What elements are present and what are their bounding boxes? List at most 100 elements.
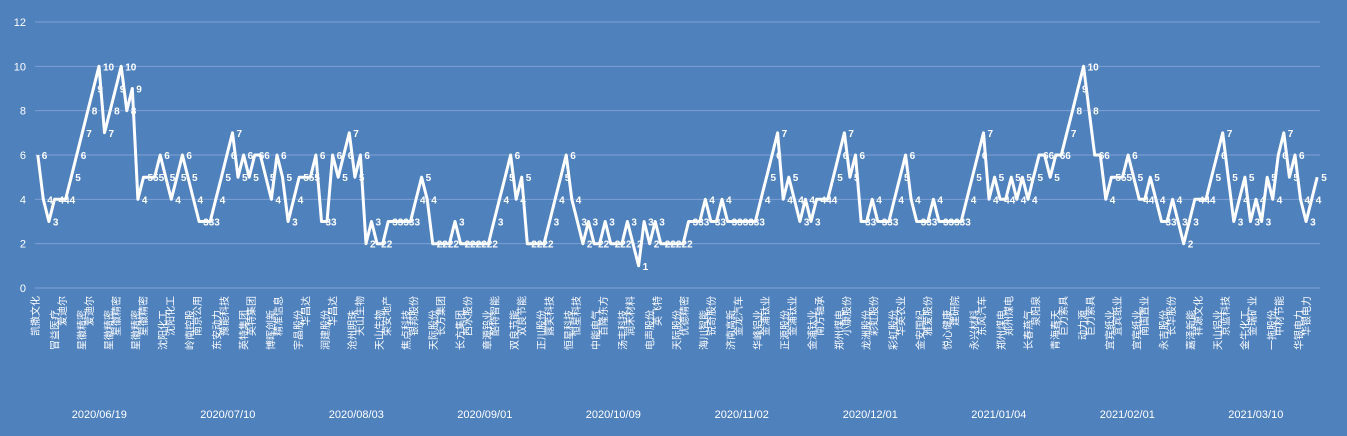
data-label: 6	[186, 151, 192, 162]
x-tick-label: 天际股份	[672, 310, 684, 350]
data-label: 5	[976, 173, 982, 184]
data-label: 2	[492, 240, 498, 251]
data-label: 5	[565, 173, 571, 184]
x-tick-label: 青海春天	[1049, 310, 1062, 350]
x-tick-label: 锐奇股份	[705, 296, 718, 336]
data-label: 2	[637, 240, 643, 251]
data-label: 5	[904, 173, 910, 184]
x-tick-label: 海川智能	[698, 310, 711, 350]
data-label: 3	[1193, 218, 1199, 229]
data-label: 4	[59, 195, 65, 206]
series-line	[36, 64, 1319, 268]
data-label: 4	[1316, 195, 1322, 206]
data-label: 5	[1232, 173, 1238, 184]
data-label: 4	[142, 195, 148, 206]
x-tick-label: 京蓝科技	[1219, 296, 1232, 336]
data-label: 5	[1154, 173, 1160, 184]
data-label: 5	[1321, 173, 1327, 184]
data-label: 2	[531, 240, 537, 251]
data-label: 3	[609, 218, 615, 229]
data-label: 2	[676, 240, 682, 251]
data-label: 5	[1038, 173, 1044, 184]
data-label: 10	[1088, 62, 1100, 73]
x-tick-label: 动力源	[1076, 310, 1089, 340]
x-tick-label: 银邦股份	[408, 296, 421, 336]
data-label: 6	[259, 151, 265, 162]
data-label: 6	[860, 151, 866, 162]
data-label: 3	[921, 218, 927, 229]
data-label: 2	[465, 240, 471, 251]
data-label: 4	[1160, 195, 1166, 206]
data-label: 3	[943, 218, 949, 229]
x-tick-label: 西水股份	[463, 296, 475, 336]
data-label: 6	[1282, 151, 1288, 162]
data-label: 5	[1054, 173, 1060, 184]
data-label: 4	[1177, 195, 1183, 206]
x-tick-label: 星徽精密	[75, 310, 88, 350]
y-tick-label: 0	[20, 283, 26, 295]
x-date-label: 2021/01/04	[971, 409, 1026, 421]
x-tick-label: 露笑科技	[543, 296, 556, 336]
data-label: 8	[114, 107, 120, 118]
data-label: 2	[548, 240, 554, 251]
x-tick-label: 金浦钛业	[806, 310, 819, 350]
data-label: 6	[776, 151, 782, 162]
x-tick-label: 雅爱股份	[922, 296, 935, 336]
data-label: 4	[798, 195, 804, 206]
data-label: 4	[709, 195, 715, 206]
x-tick-label: 永兴材料	[968, 310, 981, 350]
x-tick-label: 润禾材料	[624, 296, 637, 336]
x-tick-label: 金瑞矿业	[1246, 296, 1259, 336]
data-label: 6	[1060, 151, 1066, 162]
data-label: 3	[203, 218, 209, 229]
data-label: 3	[593, 218, 599, 229]
data-label: 5	[170, 173, 176, 184]
data-label: 3	[376, 218, 382, 229]
x-tick-label: 爱迪尔	[83, 296, 96, 326]
data-label: 3	[409, 218, 415, 229]
y-tick-label: 8	[20, 106, 26, 118]
x-tick-label: 百隆东方	[597, 296, 610, 336]
data-label: 7	[1227, 129, 1233, 140]
data-label: 9	[136, 85, 142, 96]
x-tick-label: 南国置业	[1138, 296, 1151, 336]
data-label: 3	[459, 218, 465, 229]
data-label: 3	[865, 218, 871, 229]
data-label: 3	[926, 218, 932, 229]
data-label: 4	[1204, 195, 1210, 206]
data-label: 4	[298, 195, 304, 206]
x-tick-label: 沈阳化工	[164, 296, 177, 336]
data-label: 8	[1093, 107, 1099, 118]
data-label: 4	[175, 195, 181, 206]
data-label: 5	[1138, 173, 1144, 184]
data-label: 5	[1271, 173, 1277, 184]
data-label: 4	[993, 195, 999, 206]
data-label: 3	[415, 218, 421, 229]
x-tick-label: 中材节能	[1273, 296, 1286, 336]
data-label: 5	[253, 173, 259, 184]
x-tick-label: 永吉股份	[1157, 310, 1170, 350]
x-tick-label: 巨力索具	[1084, 296, 1097, 336]
data-label: 6	[570, 151, 576, 162]
x-tick-label: 郑州煤电	[833, 310, 846, 350]
x-tick-label: 凯撒文化	[29, 296, 42, 336]
data-label: 2	[1188, 240, 1194, 251]
data-label: 3	[554, 218, 560, 229]
x-tick-label: 南方轴承	[813, 296, 826, 336]
data-label: 6	[1104, 151, 1110, 162]
data-label: 5	[192, 173, 198, 184]
data-label: 3	[498, 218, 504, 229]
data-label: 6	[982, 151, 988, 162]
data-label: 4	[431, 195, 437, 206]
data-label: 3	[954, 218, 960, 229]
data-label: 2	[654, 240, 660, 251]
data-label: 3	[815, 218, 821, 229]
x-tick-label: 彩虹股份	[868, 296, 880, 336]
data-label: 4	[1021, 195, 1027, 206]
data-label: 3	[292, 218, 298, 229]
x-tick-label: 华英农业	[894, 296, 907, 336]
x-tick-label: 润建股份	[319, 310, 332, 350]
data-label: 3	[949, 218, 955, 229]
data-label: 3	[737, 218, 743, 229]
